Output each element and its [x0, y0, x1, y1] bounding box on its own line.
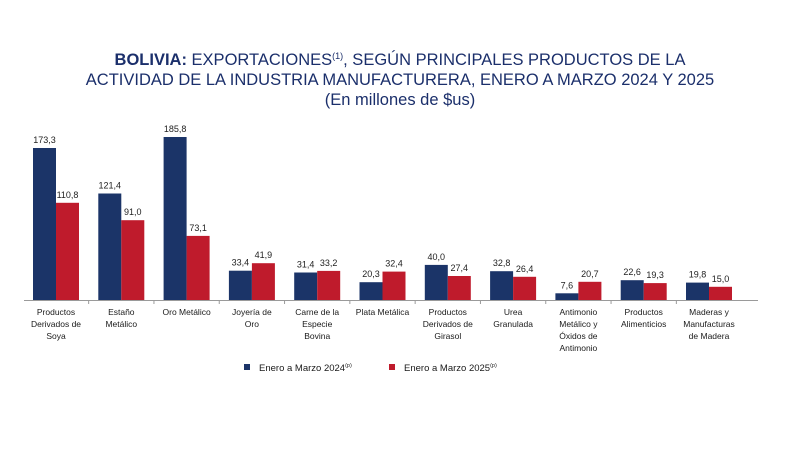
- value-label-2025: 20,7: [581, 269, 599, 279]
- value-label-2025: 110,8: [57, 190, 79, 200]
- value-label-2024: 40,0: [428, 252, 446, 262]
- title-line-2: ACTIVIDAD DE LA INDUSTRIA MANUFACTURERA,…: [85, 71, 715, 89]
- value-label-2024: 31,4: [297, 260, 315, 270]
- bar-2025: [317, 270, 341, 300]
- category-label: Urea Granulada: [493, 307, 533, 329]
- bar-2024: [424, 264, 448, 300]
- category-label: Estaño Metálico: [105, 307, 138, 329]
- value-label-2024: 32,8: [493, 258, 511, 268]
- category-label: Joyería de Oro: [232, 307, 272, 329]
- bar-2024: [163, 137, 187, 300]
- legend-mark-2024: (p): [345, 363, 352, 369]
- value-label-2024: 173,3: [33, 135, 56, 145]
- category-label: Maderas y Manufacturas de Madera: [683, 307, 735, 341]
- category-label: Productos Alimenticios: [621, 307, 667, 329]
- bar-2024: [294, 272, 318, 300]
- legend: Enero a Marzo 2024(p) Enero a Marzo 2025…: [0, 363, 800, 377]
- bar-2025: [56, 202, 79, 300]
- bar-2025: [709, 286, 732, 300]
- category-label: Productos Derivados de Soya: [30, 307, 82, 341]
- bar-2025: [578, 281, 602, 300]
- value-label-2024: 121,4: [99, 181, 122, 191]
- value-label-2024: 33,4: [232, 258, 250, 268]
- bar-2025: [382, 271, 406, 300]
- value-label-2025: 26,4: [516, 264, 534, 274]
- value-label-2025: 27,4: [451, 263, 469, 273]
- bar-2024: [228, 270, 252, 300]
- title-line-1-rest: , SEGÚN PRINCIPALES PRODUCTOS DE LA: [343, 51, 686, 69]
- value-label-2024: 19,8: [689, 270, 707, 280]
- bar-2025: [643, 283, 667, 300]
- legend-swatch-2024: [244, 364, 250, 370]
- chart-subtitle: (En millones de $us): [324, 91, 476, 109]
- bar-2025: [186, 235, 210, 300]
- legend-item-2025: Enero a Marzo 2025(p): [389, 363, 497, 374]
- value-label-2024: 185,8: [164, 124, 187, 134]
- title-exportaciones: EXPORTACIONES: [191, 51, 333, 69]
- value-label-2025: 32,4: [385, 259, 403, 269]
- bar-2024: [555, 293, 579, 300]
- value-label-2025: 91,0: [124, 207, 142, 217]
- value-label-2025: 33,2: [320, 258, 338, 268]
- value-label-2025: 73,1: [189, 223, 207, 233]
- bar-2025: [251, 263, 275, 300]
- value-label-2024: 22,6: [623, 267, 641, 277]
- bar-2024: [686, 282, 709, 300]
- value-label-2025: 41,9: [255, 250, 273, 260]
- bar-2024: [490, 271, 514, 300]
- bar-2025: [447, 276, 471, 300]
- title-country: BOLIVIA:: [114, 51, 187, 69]
- legend-swatch-2025: [389, 364, 395, 370]
- category-label: Plata Metálica: [355, 307, 410, 317]
- category-label: Oro Metálico: [162, 307, 211, 317]
- legend-label-2025: Enero a Marzo 2025: [404, 363, 491, 374]
- category-label: Carne de la Especie Bovina: [295, 307, 340, 341]
- bar-2024: [620, 280, 644, 300]
- value-label-2024: 7,6: [561, 280, 574, 290]
- bar-2024: [33, 148, 56, 300]
- bar-2024: [98, 193, 122, 300]
- legend-mark-2025: (p): [490, 363, 497, 369]
- bar-2025: [121, 220, 145, 300]
- chart-title: BOLIVIA: EXPORTACIONES(1), SEGÚN PRINCIP…: [0, 50, 800, 110]
- legend-label-2024: Enero a Marzo 2024: [259, 363, 346, 374]
- bar-2024: [359, 282, 383, 300]
- title-footnote-mark: (1): [332, 51, 344, 61]
- value-label-2025: 19,3: [646, 270, 664, 280]
- value-label-2025: 15,0: [712, 274, 730, 284]
- category-label: Productos Derivados de Girasol: [422, 307, 473, 341]
- value-label-2024: 20,3: [362, 269, 380, 279]
- legend-item-2024: Enero a Marzo 2024(p): [244, 363, 352, 374]
- title-line-1: BOLIVIA: EXPORTACIONES(1), SEGÚN PRINCIP…: [0, 50, 800, 70]
- category-label: Antimonio Metálico y Óxidos de Antimonio: [559, 307, 598, 353]
- bar-2025: [513, 276, 537, 300]
